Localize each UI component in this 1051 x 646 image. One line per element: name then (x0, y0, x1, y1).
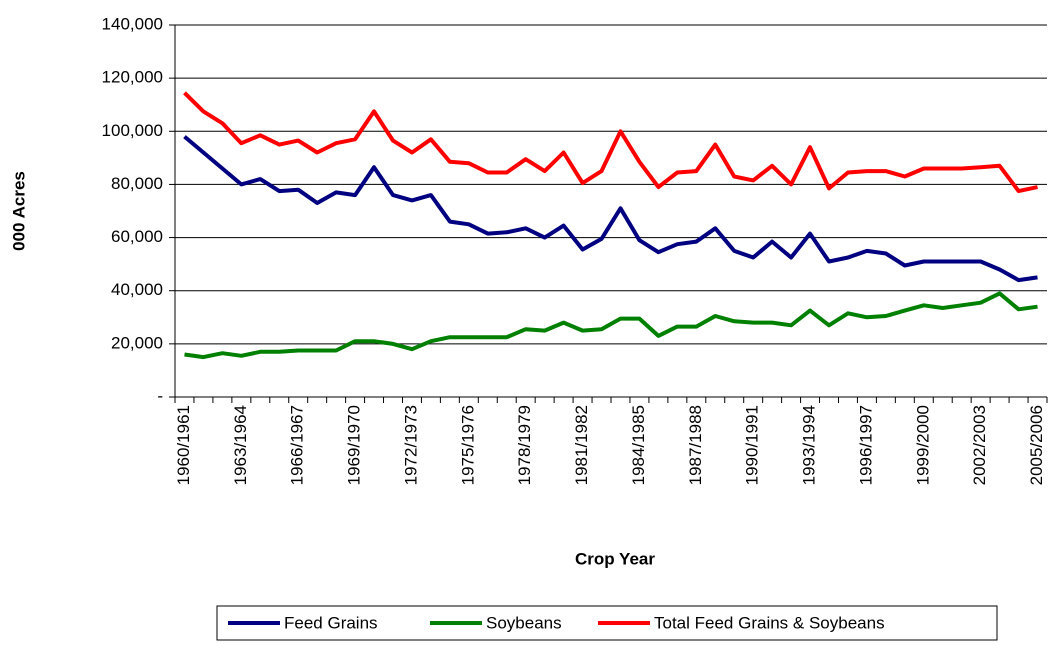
x-tick-label: 1960/1961 (174, 405, 193, 485)
x-tick-label: 2005/2006 (1027, 405, 1046, 485)
x-tick-label: 1963/1964 (231, 405, 250, 485)
x-tick-label: 1969/1970 (345, 405, 364, 485)
series-line (183, 135, 1038, 283)
y-axis-label: 000 Acres (9, 171, 28, 251)
x-tick-label: 1966/1967 (288, 405, 307, 485)
x-tick-label: 1999/2000 (913, 405, 932, 485)
x-tick-label: 1987/1988 (686, 405, 705, 485)
y-tick-label: 100,000 (102, 121, 163, 140)
series-line (184, 291, 1038, 360)
x-tick-label: 1981/1982 (572, 405, 591, 485)
series-line (183, 91, 1038, 194)
x-tick-label: 1993/1994 (800, 405, 819, 485)
x-tick-label: 1984/1985 (629, 405, 648, 485)
x-tick-label: 1975/1976 (458, 405, 477, 485)
x-tick-label: 1990/1991 (743, 405, 762, 485)
x-axis-label: Crop Year (575, 549, 655, 568)
x-tick-label: 2002/2003 (970, 405, 989, 485)
y-tick-label: 120,000 (102, 68, 163, 87)
legend-label: Feed Grains (284, 613, 378, 632)
y-tick-label: 40,000 (111, 280, 163, 299)
y-tick-label: 140,000 (102, 14, 163, 33)
x-tick-label: 1996/1997 (856, 405, 875, 485)
x-tick-label: 1972/1973 (401, 405, 420, 485)
y-tick-label: 20,000 (111, 333, 163, 352)
y-tick-label: - (157, 386, 163, 405)
legend-label: Soybeans (486, 613, 562, 632)
y-tick-label: 80,000 (111, 174, 163, 193)
x-tick-label: 1978/1979 (515, 405, 534, 485)
legend-label: Total Feed Grains & Soybeans (654, 613, 885, 632)
y-tick-label: 60,000 (111, 227, 163, 246)
